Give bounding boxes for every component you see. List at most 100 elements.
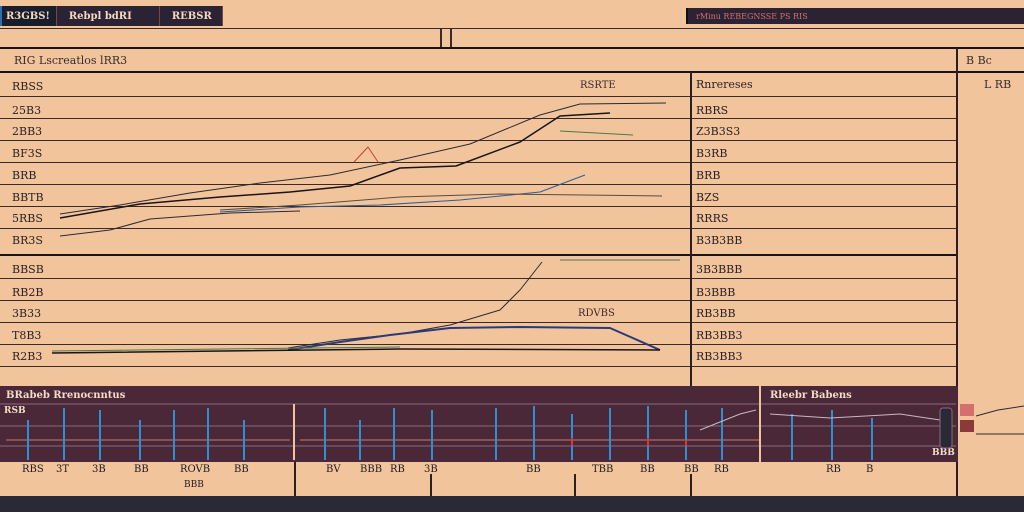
splitter-handle[interactable] <box>440 28 452 48</box>
row-label: 5RBS <box>12 212 43 225</box>
divider <box>0 47 1024 49</box>
divider <box>0 366 956 367</box>
row-label: BBTB <box>12 191 44 204</box>
trace-line <box>287 261 543 349</box>
right-row-label: 3B3BBB <box>696 263 743 276</box>
right-row-label: RB3BB3 <box>696 329 743 342</box>
trace-marker <box>353 146 379 163</box>
axis-tick-label: ROVB <box>180 464 211 475</box>
far-right-sub: L RB <box>984 78 1012 91</box>
trace-line <box>559 130 634 136</box>
row-label: 3B33 <box>12 307 42 320</box>
divider <box>0 206 956 207</box>
axis-divider <box>574 474 576 496</box>
axis-tick-label: TBB <box>592 464 614 475</box>
tab-secondary[interactable]: Rebpl bdRI <box>62 6 160 26</box>
row-label: BBSB <box>12 263 44 276</box>
footer-bar <box>0 496 1024 512</box>
axis-tick-label: RB <box>714 464 729 475</box>
row-label: 2BB3 <box>12 125 43 138</box>
divider <box>0 184 956 185</box>
right-row-label: B3BBB <box>696 286 736 299</box>
right-row-label: B3B3BB <box>696 234 743 247</box>
bottom-right-title: Rleebr Babens <box>770 390 852 401</box>
divider <box>0 96 956 97</box>
right-row-label: B3RB <box>696 147 728 160</box>
trace-line <box>769 413 941 421</box>
right-row-label: RBRS <box>696 104 729 117</box>
row-label: R2B3 <box>12 350 43 363</box>
axis-tick-label: 3B <box>92 464 106 475</box>
row-label: BR3S <box>12 234 43 247</box>
row-label: BRB <box>12 169 37 182</box>
far-right-header: B Bc <box>966 54 992 67</box>
right-row-label: Z3B3S3 <box>696 125 741 138</box>
trace-line <box>51 346 401 352</box>
tab-bar: R3GBS! Rebpl bdRI REBSR <box>0 6 223 26</box>
trace-line <box>287 326 661 351</box>
axis-tick-label: BB <box>684 464 699 475</box>
axis-tick-label: BB <box>234 464 249 475</box>
status-indicator: rMinu REBEGNSSE PS RIS <box>686 8 1024 24</box>
trace-line <box>219 174 586 213</box>
right-row-label: BZS <box>696 191 720 204</box>
panel-divider <box>956 48 958 386</box>
divider <box>0 278 956 279</box>
right-row-label: RB3BB <box>696 307 736 320</box>
trace-line <box>59 112 611 219</box>
x-axis <box>0 462 1024 496</box>
right-panel-header: Rnrereses <box>696 78 753 91</box>
bottom-panel <box>0 386 1024 462</box>
tab-third[interactable]: REBSR <box>165 6 223 26</box>
top-bar: R3GBS! Rebpl bdRI REBSR rMinu REBEGNSSE … <box>0 0 1024 29</box>
trace-line <box>51 348 661 354</box>
bottom-left-title: BRabeb Rrenocnntus <box>6 390 126 401</box>
axis-divider <box>956 462 958 496</box>
axis-sub-label: BBB <box>184 480 204 490</box>
axis-tick-label: 3T <box>56 464 70 475</box>
row-label: BF3S <box>12 147 43 160</box>
trace-line <box>59 102 667 215</box>
divider <box>0 118 956 119</box>
axis-divider <box>294 462 296 496</box>
axis-tick-label: BB <box>526 464 541 475</box>
axis-tick-label: RBS <box>22 464 44 475</box>
axis-tick-label: RB <box>826 464 841 475</box>
trace-line <box>59 210 301 237</box>
axis-divider <box>430 474 432 496</box>
trace-line <box>219 193 663 211</box>
bottom-right-value: BBB <box>932 448 955 458</box>
divider <box>0 300 956 301</box>
row-label: RB2B <box>12 286 44 299</box>
right-row-label: RB3BB3 <box>696 350 743 363</box>
scrollbar-thumb <box>939 407 953 449</box>
row-label: 25B3 <box>12 104 42 117</box>
divider <box>0 228 956 229</box>
chart-annotation: RSRTE <box>580 80 616 91</box>
main-panel-title: RIG Lscreatlos lRR3 <box>14 54 128 67</box>
axis-tick-label: BB <box>134 464 149 475</box>
row-label: RBSS <box>12 80 44 93</box>
bottom-left-value: RSB <box>4 406 26 416</box>
axis-tick-label: B <box>866 464 874 475</box>
tab-primary[interactable]: R3GBS! <box>0 6 57 26</box>
divider <box>0 344 956 345</box>
axis-divider <box>690 474 692 496</box>
axis-tick-label: RB <box>390 464 405 475</box>
axis-tick-label: BB <box>640 464 655 475</box>
chart-annotation: RDVBS <box>578 308 615 319</box>
divider <box>0 162 956 163</box>
divider <box>0 254 956 256</box>
axis-tick-label: 3B <box>424 464 438 475</box>
right-row-label: RRRS <box>696 212 729 225</box>
divider <box>0 71 1024 73</box>
panel-divider <box>690 72 692 386</box>
side-widget <box>958 386 1024 462</box>
right-row-label: BRB <box>696 169 721 182</box>
axis-tick-label: BV <box>326 464 341 475</box>
trace-line <box>699 409 757 431</box>
divider <box>0 322 956 323</box>
axis-tick-label: BBB <box>360 464 383 475</box>
